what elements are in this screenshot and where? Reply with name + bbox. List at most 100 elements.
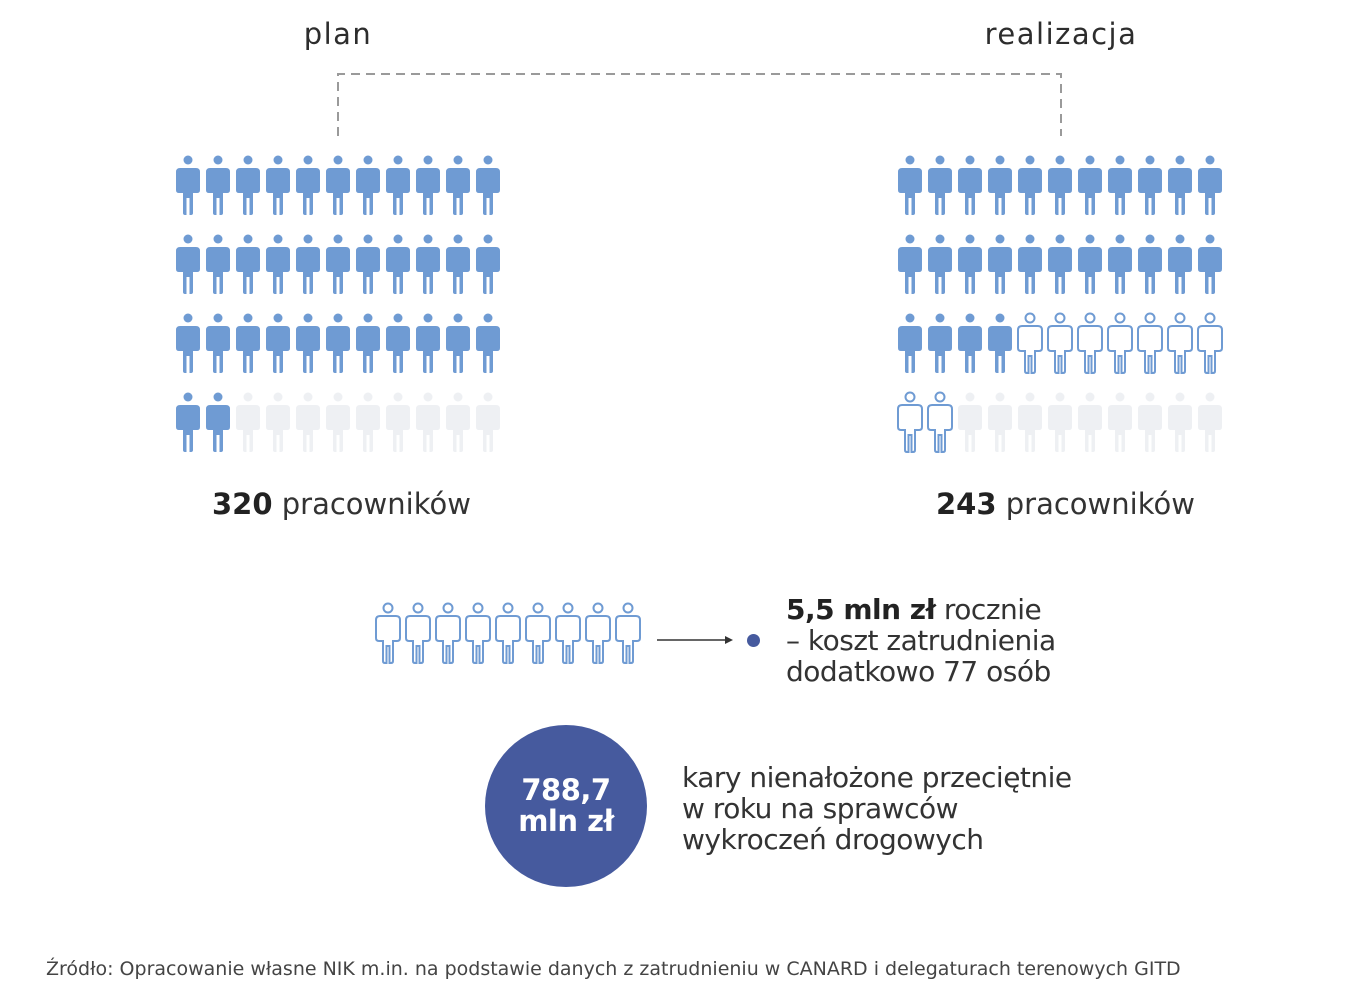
realization-person-outline-icon bbox=[1017, 312, 1043, 374]
realization-person-faded-icon bbox=[1108, 392, 1132, 452]
difference-person-outline-icon bbox=[585, 602, 611, 664]
plan-person-full-icon bbox=[416, 155, 440, 215]
realization-person-outline-icon bbox=[1047, 312, 1073, 374]
plan-person-faded-icon bbox=[296, 392, 320, 452]
plan-person-faded-icon bbox=[446, 392, 470, 452]
cost-line-2: – koszt zatrudnienia bbox=[786, 624, 1056, 657]
plan-person-full-icon bbox=[176, 313, 200, 373]
plan-person-faded-icon bbox=[326, 392, 350, 452]
plan-person-faded-icon bbox=[236, 392, 260, 452]
realization-person-full-icon bbox=[928, 234, 952, 294]
arrow-icon bbox=[657, 636, 733, 644]
plan-person-full-icon bbox=[206, 313, 230, 373]
plan-label: plan bbox=[303, 17, 373, 51]
cost-description: 5,5 mln zł rocznie – koszt zatrudnienia … bbox=[786, 594, 1056, 687]
plan-person-full-icon bbox=[266, 155, 290, 215]
realization-person-faded-icon bbox=[1048, 392, 1072, 452]
realization-person-full-icon bbox=[958, 155, 982, 215]
plan-person-full-icon bbox=[296, 313, 320, 373]
plan-person-full-icon bbox=[386, 155, 410, 215]
plan-person-full-icon bbox=[446, 313, 470, 373]
difference-person-outline-icon bbox=[555, 602, 581, 664]
realization-person-full-icon bbox=[1048, 155, 1072, 215]
realization-person-full-icon bbox=[1138, 234, 1162, 294]
cost-amount: 5,5 mln zł bbox=[786, 593, 936, 626]
difference-people-row bbox=[375, 602, 641, 664]
plan-person-full-icon bbox=[476, 234, 500, 294]
realization-person-full-icon bbox=[898, 155, 922, 215]
realization-person-full-icon bbox=[1018, 234, 1042, 294]
realization-person-full-icon bbox=[958, 313, 982, 373]
realization-person-faded-icon bbox=[988, 392, 1012, 452]
fines-line-1: kary nienałożone przeciętnie bbox=[682, 761, 1072, 794]
realization-person-full-icon bbox=[958, 234, 982, 294]
plan-person-full-icon bbox=[446, 234, 470, 294]
plan-person-full-icon bbox=[236, 155, 260, 215]
realization-person-full-icon bbox=[988, 234, 1012, 294]
realization-person-full-icon bbox=[1108, 234, 1132, 294]
plan-person-full-icon bbox=[296, 234, 320, 294]
plan-count: 320 pracowników bbox=[212, 486, 471, 522]
realization-person-full-icon bbox=[988, 155, 1012, 215]
difference-person-outline-icon bbox=[525, 602, 551, 664]
difference-person-outline-icon bbox=[375, 602, 401, 664]
plan-count-value: 320 bbox=[212, 487, 273, 521]
plan-person-full-icon bbox=[446, 155, 470, 215]
plan-person-full-icon bbox=[356, 155, 380, 215]
realization-person-full-icon bbox=[928, 313, 952, 373]
fines-circle: 788,7 mln zł bbox=[485, 725, 647, 887]
realization-person-faded-icon bbox=[1018, 392, 1042, 452]
plan-person-full-icon bbox=[176, 392, 200, 452]
realization-person-full-icon bbox=[1108, 155, 1132, 215]
plan-people-grid bbox=[176, 155, 500, 452]
plan-person-full-icon bbox=[206, 392, 230, 452]
realization-count: 243 pracowników bbox=[936, 486, 1195, 522]
plan-person-full-icon bbox=[416, 234, 440, 294]
difference-person-outline-icon bbox=[405, 602, 431, 664]
realization-person-faded-icon bbox=[1198, 392, 1222, 452]
plan-person-faded-icon bbox=[386, 392, 410, 452]
plan-person-full-icon bbox=[326, 234, 350, 294]
plan-person-faded-icon bbox=[416, 392, 440, 452]
plan-person-full-icon bbox=[476, 313, 500, 373]
plan-person-full-icon bbox=[356, 313, 380, 373]
realization-person-full-icon bbox=[1078, 234, 1102, 294]
realization-person-outline-icon bbox=[1137, 312, 1163, 374]
realization-person-full-icon bbox=[928, 155, 952, 215]
plan-person-full-icon bbox=[386, 234, 410, 294]
plan-person-full-icon bbox=[296, 155, 320, 215]
cost-amount-suffix: rocznie bbox=[935, 593, 1042, 626]
realization-person-full-icon bbox=[988, 313, 1012, 373]
realization-person-full-icon bbox=[1198, 234, 1222, 294]
realization-label: realizacja bbox=[984, 17, 1138, 51]
realization-person-faded-icon bbox=[958, 392, 982, 452]
realization-person-full-icon bbox=[1078, 155, 1102, 215]
fines-line-2: w roku na sprawców bbox=[682, 792, 958, 825]
realization-count-unit: pracowników bbox=[1005, 487, 1195, 521]
realization-person-full-icon bbox=[1138, 155, 1162, 215]
realization-person-outline-icon bbox=[1197, 312, 1223, 374]
plan-person-full-icon bbox=[476, 155, 500, 215]
realization-person-outline-icon bbox=[927, 391, 953, 453]
plan-person-full-icon bbox=[326, 313, 350, 373]
realization-person-faded-icon bbox=[1078, 392, 1102, 452]
realization-person-outline-icon bbox=[1077, 312, 1103, 374]
realization-person-faded-icon bbox=[1168, 392, 1192, 452]
difference-person-outline-icon bbox=[435, 602, 461, 664]
difference-person-outline-icon bbox=[495, 602, 521, 664]
realization-person-full-icon bbox=[1018, 155, 1042, 215]
realization-person-full-icon bbox=[898, 234, 922, 294]
realization-person-faded-icon bbox=[1138, 392, 1162, 452]
plan-person-full-icon bbox=[176, 155, 200, 215]
plan-person-faded-icon bbox=[356, 392, 380, 452]
source-note: Źródło: Opracowanie własne NIK m.in. na … bbox=[46, 958, 1181, 980]
dashed-connector bbox=[337, 73, 1062, 136]
plan-person-faded-icon bbox=[266, 392, 290, 452]
realization-person-outline-icon bbox=[1167, 312, 1193, 374]
plan-person-full-icon bbox=[206, 155, 230, 215]
fines-circle-value: 788,7 bbox=[521, 773, 611, 807]
cost-line-3: dodatkowo 77 osób bbox=[786, 655, 1051, 688]
plan-count-unit: pracowników bbox=[281, 487, 471, 521]
fines-circle-unit: mln zł bbox=[518, 804, 614, 838]
realization-person-full-icon bbox=[1168, 234, 1192, 294]
